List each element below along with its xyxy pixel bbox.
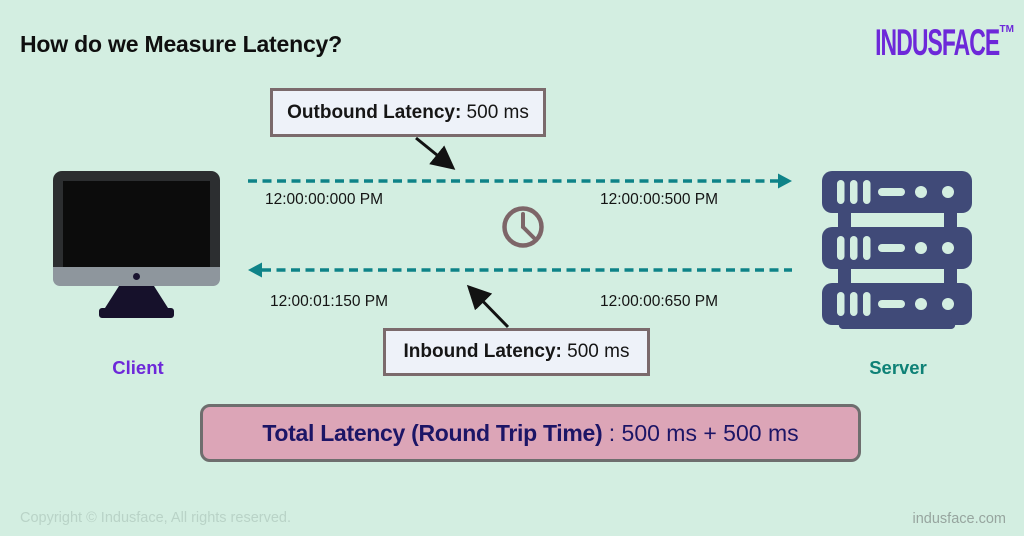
clock-icon	[502, 206, 544, 248]
inbound-latency-box: Inbound Latency: 500 ms	[383, 328, 650, 376]
timestamp-outbound-end: 12:00:00:500 PM	[600, 191, 719, 208]
page-title: How do we Measure Latency?	[20, 31, 342, 57]
server-label: Server	[869, 357, 927, 378]
outbound-latency-box: Outbound Latency: 500 ms	[270, 88, 546, 137]
inbound-latency-label: Inbound Latency:	[403, 341, 562, 362]
inbound-arrow	[248, 262, 792, 278]
total-latency-box: Total Latency (Round Trip Time) : 500 ms…	[200, 404, 861, 462]
total-latency-label: Total Latency (Round Trip Time)	[262, 419, 603, 446]
brand-logo: INDUSFACE TM	[799, 24, 1014, 61]
inbound-pointer-arrow	[466, 284, 510, 329]
timestamp-inbound-start: 12:00:00:650 PM	[600, 293, 719, 310]
total-latency-value: : 500 ms + 500 ms	[602, 419, 799, 446]
outbound-latency-label: Outbound Latency:	[287, 101, 462, 123]
timestamp-inbound-end: 12:00:01:150 PM	[270, 293, 389, 310]
outbound-arrow	[248, 173, 792, 189]
brand-wordmark: INDUSFACE	[875, 22, 1000, 63]
trademark-symbol: TM	[999, 24, 1014, 35]
timestamp-outbound-start: 12:00:00:000 PM	[265, 191, 384, 208]
copyright-text: Copyright © Indusface, All rights reserv…	[20, 510, 292, 526]
outbound-pointer-arrow	[415, 136, 456, 170]
outbound-latency-value: 500 ms	[461, 101, 529, 123]
inbound-latency-value: 500 ms	[561, 341, 630, 362]
website-text: indusface.com	[912, 511, 1007, 527]
client-label: Client	[112, 357, 164, 378]
